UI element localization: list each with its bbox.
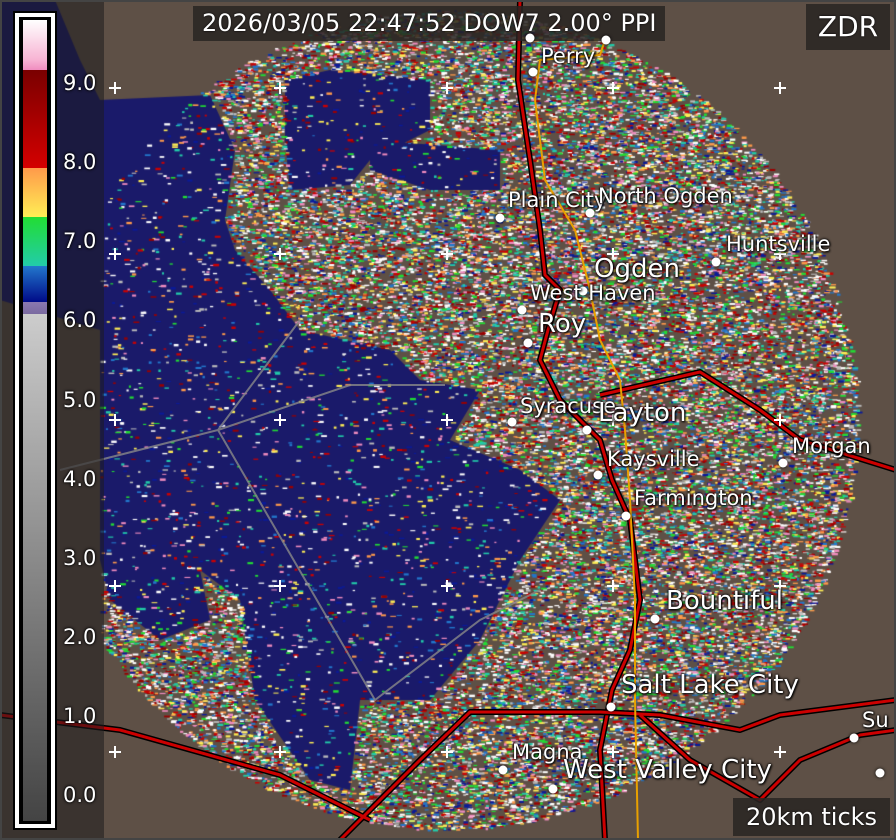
city-marker[interactable]	[582, 425, 592, 435]
city-label: Syracuse	[520, 394, 616, 418]
range-tick-mark	[441, 414, 453, 426]
city-marker[interactable]	[606, 702, 616, 712]
range-tick-mark	[607, 414, 619, 426]
city-marker[interactable]	[498, 765, 508, 775]
city-label: Salt Lake City	[621, 670, 799, 700]
city-marker[interactable]	[507, 417, 517, 427]
city-marker[interactable]	[578, 286, 588, 296]
city-marker[interactable]	[523, 338, 533, 348]
scan-title: 2026/03/05 22:47:52 DOW7 2.00° PPI	[193, 6, 666, 41]
city-label: Plain City	[508, 188, 607, 212]
range-tick-mark	[274, 746, 286, 758]
city-label: Huntsville	[726, 232, 831, 256]
city-marker[interactable]	[548, 784, 558, 794]
city-marker[interactable]	[875, 768, 885, 778]
city-label: Bountiful	[666, 586, 783, 616]
range-tick-mark	[109, 248, 121, 260]
range-tick-mark	[274, 82, 286, 94]
range-tick-mark	[607, 746, 619, 758]
scale-note: 20km ticks	[733, 798, 890, 836]
range-tick-mark	[274, 580, 286, 592]
city-marker[interactable]	[650, 614, 660, 624]
range-tick-mark	[607, 82, 619, 94]
city-marker[interactable]	[849, 733, 859, 743]
range-tick-mark	[274, 414, 286, 426]
range-tick-mark	[774, 746, 786, 758]
city-marker[interactable]	[711, 257, 721, 267]
city-marker[interactable]	[525, 33, 535, 43]
colorbar-tick-label: 8.0	[63, 150, 97, 175]
city-label: Roy	[538, 309, 587, 339]
range-tick-mark	[607, 248, 619, 260]
colorbar-tick-label: 4.0	[63, 466, 97, 491]
city-marker[interactable]	[585, 208, 595, 218]
city-label: Magna	[512, 740, 583, 764]
city-label: Kaysville	[607, 447, 700, 471]
colorbar-tick-label: 3.0	[63, 545, 97, 570]
colorbar-tick-label: 1.0	[63, 703, 97, 728]
city-label: Perry	[541, 44, 596, 68]
colorbar-tick-label: 0.0	[63, 783, 97, 807]
range-tick-mark	[441, 746, 453, 758]
city-label: Layton	[598, 398, 687, 428]
city-label: Ogden	[594, 254, 680, 284]
colorbar	[13, 11, 57, 830]
county-lines	[59, 319, 541, 702]
range-tick-mark	[441, 248, 453, 260]
city-marker[interactable]	[593, 470, 603, 480]
city-marker[interactable]	[601, 35, 611, 45]
range-tick-mark	[774, 414, 786, 426]
city-label: Su	[862, 708, 889, 732]
city-label: North Ogden	[598, 184, 733, 208]
range-tick-mark	[774, 82, 786, 94]
range-tick-mark	[774, 248, 786, 260]
colorbar-tick-label: 9.0	[63, 71, 97, 96]
city-marker[interactable]	[517, 305, 527, 315]
range-tick-mark	[441, 580, 453, 592]
city-marker[interactable]	[528, 67, 538, 77]
city-label: Morgan	[792, 434, 871, 458]
colorbar-tick-label: 6.0	[63, 308, 97, 333]
city-label: West Haven	[530, 281, 656, 305]
city-marker[interactable]	[495, 213, 505, 223]
city-marker[interactable]	[778, 458, 788, 468]
city-marker[interactable]	[621, 511, 631, 521]
range-tick-mark	[109, 580, 121, 592]
colorbar-tick-label: 5.0	[63, 387, 97, 412]
range-tick-mark	[774, 580, 786, 592]
range-tick-mark	[607, 580, 619, 592]
city-label: West Valley City	[563, 755, 772, 785]
colorbar-tick-label: 7.0	[63, 229, 97, 254]
range-tick-mark	[274, 248, 286, 260]
product-label: ZDR	[806, 4, 890, 50]
range-tick-mark	[109, 82, 121, 94]
colorbar-panel	[0, 0, 104, 840]
colorbar-tick-label: 2.0	[63, 624, 97, 649]
range-tick-mark	[441, 82, 453, 94]
range-tick-mark	[109, 414, 121, 426]
range-tick-mark	[109, 746, 121, 758]
range-tick-marks	[109, 82, 786, 758]
city-label: Farmington	[634, 486, 753, 510]
